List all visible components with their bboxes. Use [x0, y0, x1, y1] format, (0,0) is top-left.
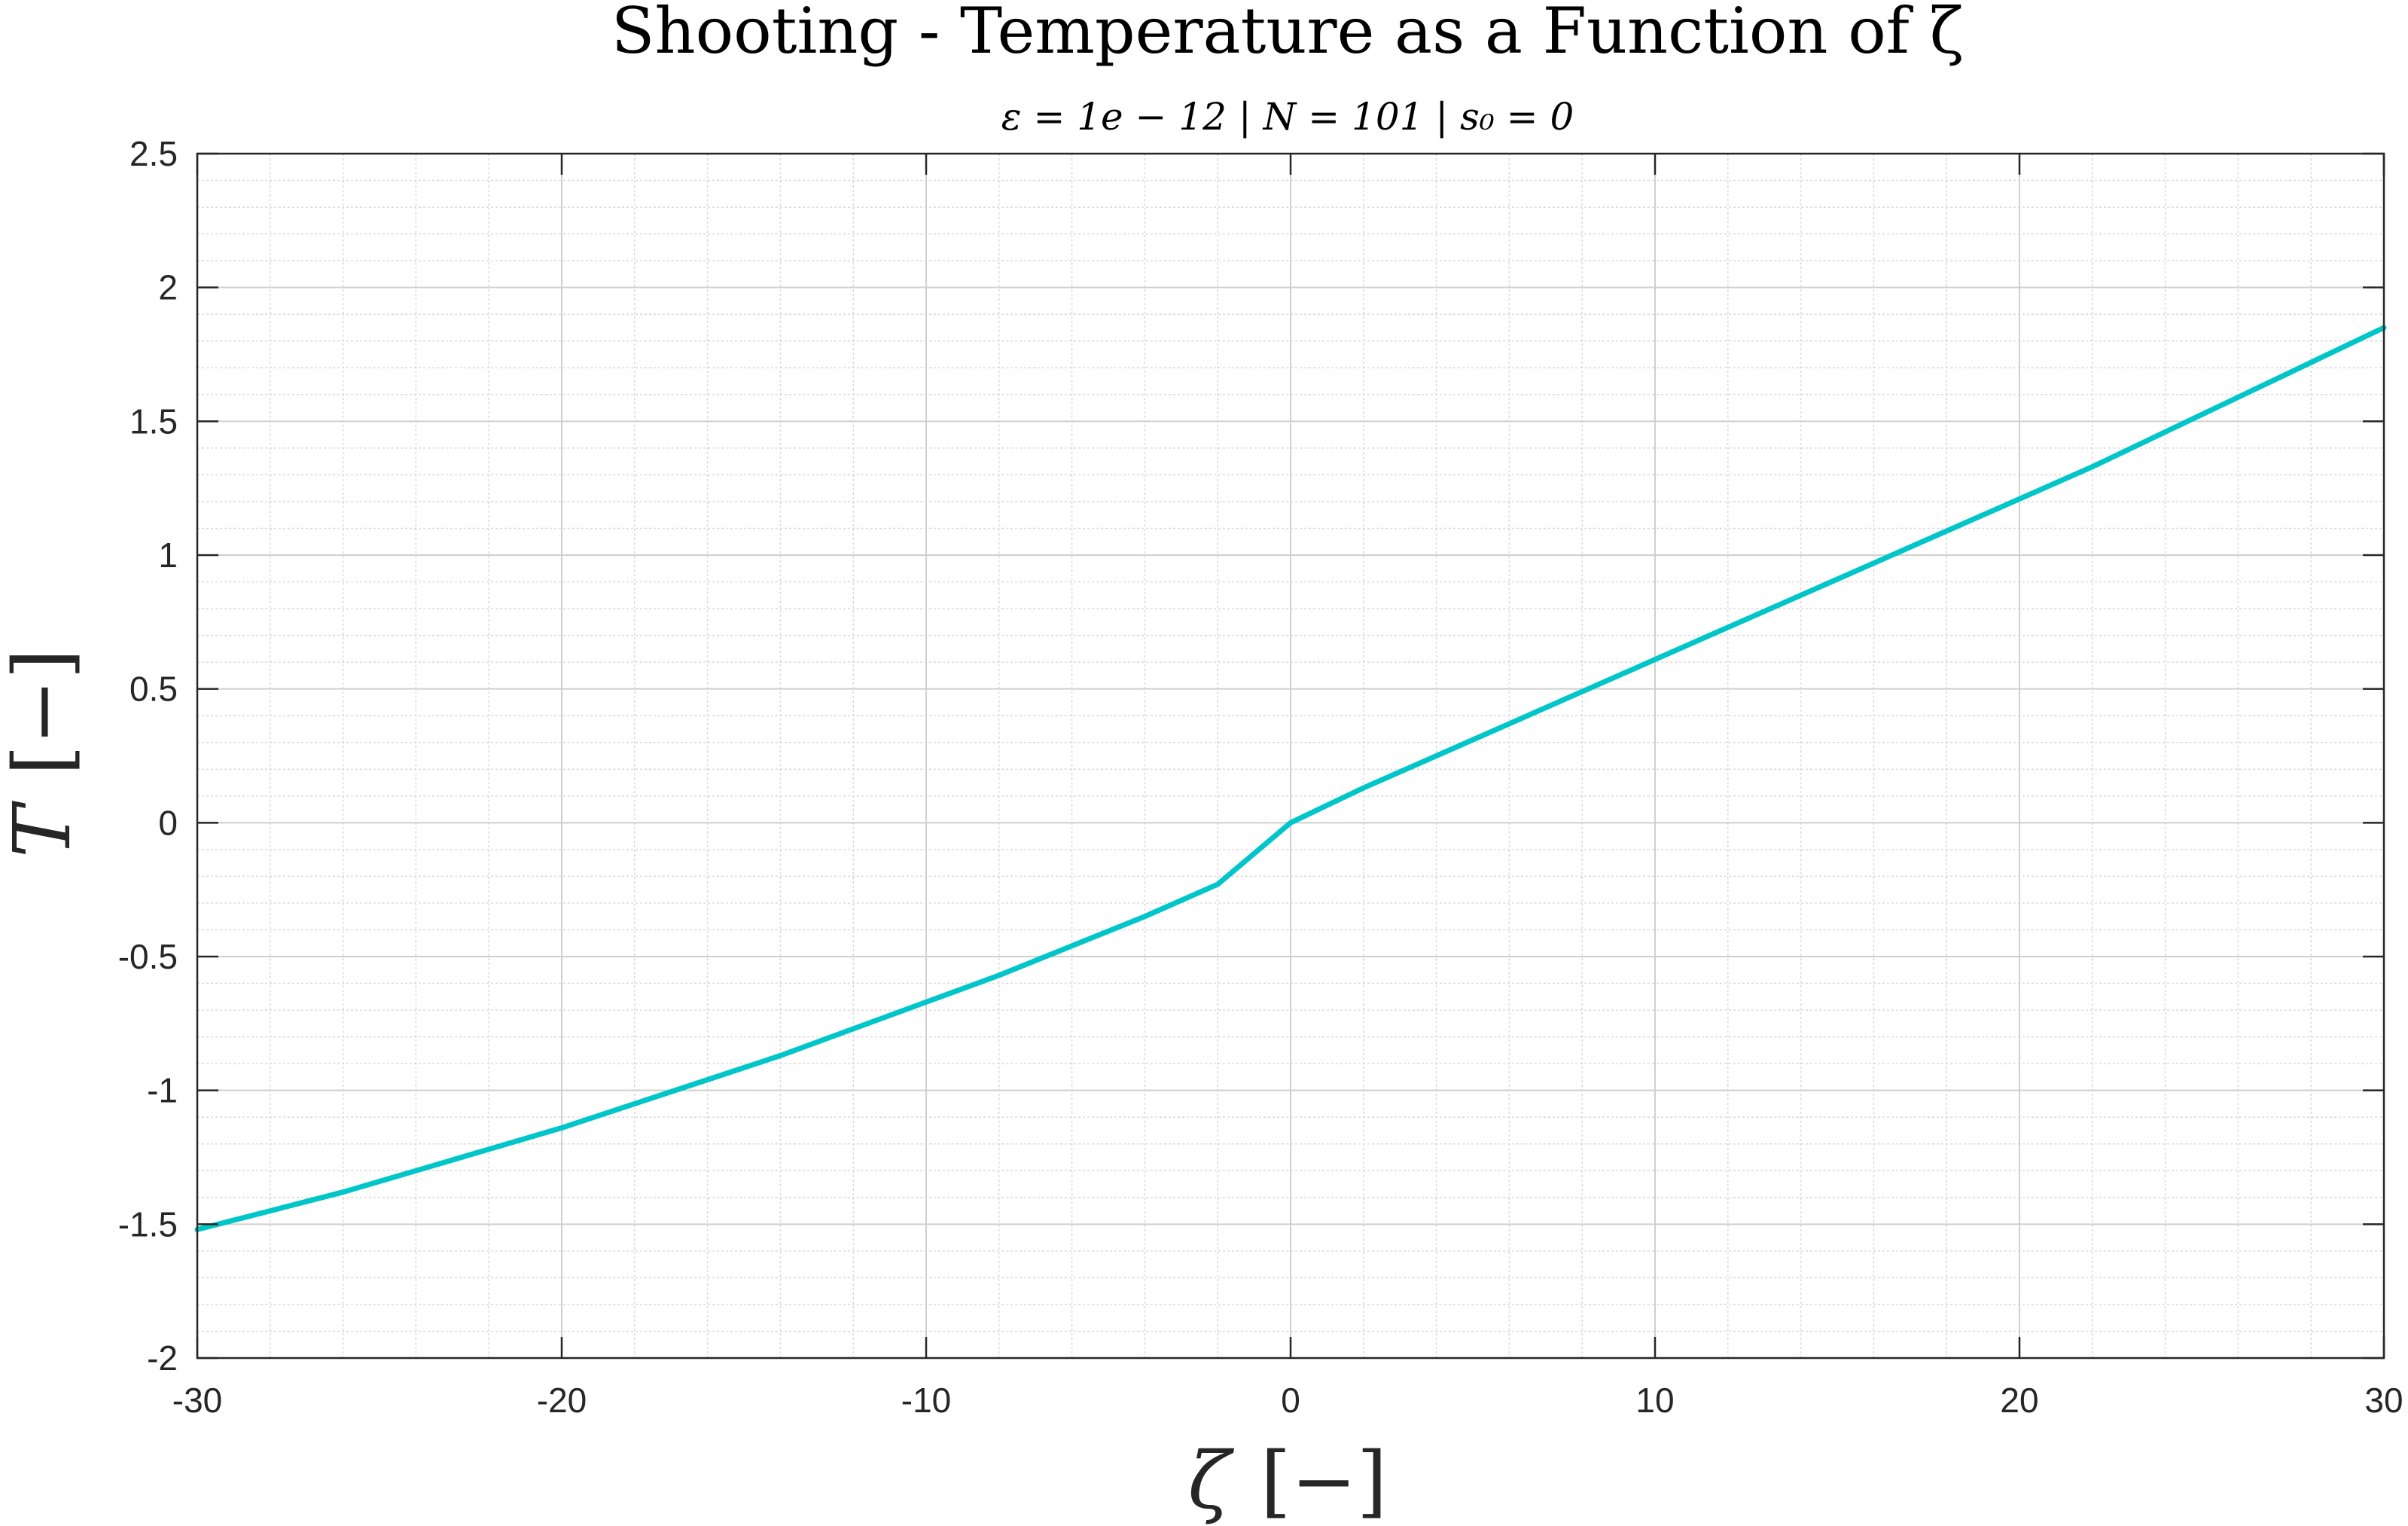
x-tick-labels: -30 -20 -10 0 10 20 30: [172, 1381, 2403, 1420]
x-axis-unit: [−]: [1260, 1435, 1387, 1526]
y-tick-label: 0.5: [130, 670, 178, 709]
y-tick-label: 1.5: [130, 401, 178, 441]
tick-marks: [196, 152, 2385, 1360]
x-tick-label: -10: [901, 1381, 951, 1420]
x-tick-label: 20: [2000, 1381, 2038, 1420]
chart-subtitle: ε = 1e − 12 | N = 101 | s₀ = 0: [1001, 95, 1574, 139]
y-axis-unit: [−]: [0, 649, 88, 775]
y-axis-label: T [−]: [0, 649, 88, 858]
y-tick-label: 2: [158, 268, 178, 307]
x-axis-symbol: ζ: [1188, 1435, 1235, 1526]
y-tick-label: -2: [147, 1338, 178, 1378]
x-tick-label: 30: [2364, 1381, 2403, 1420]
y-tick-label: -0.5: [118, 937, 178, 976]
y-tick-label: -1.5: [118, 1204, 178, 1244]
series-line: [194, 325, 2387, 1232]
x-axis-label: ζ [−]: [1188, 1435, 1388, 1526]
y-tick-labels: 2.5 2 1.5 1 0.5 0 -0.5 -1 -1.5 -2: [118, 134, 178, 1378]
y-tick-label: 0: [158, 803, 178, 842]
y-tick-label: 2.5: [130, 134, 178, 173]
x-tick-label: -20: [537, 1381, 587, 1420]
chart-title: Shooting - Temperature as a Function of …: [611, 0, 1964, 68]
y-axis-symbol: T: [0, 801, 88, 858]
x-tick-label: 0: [1281, 1381, 1300, 1420]
x-tick-label: -30: [172, 1381, 222, 1420]
y-tick-label: 1: [158, 536, 178, 575]
y-tick-label: -1: [147, 1071, 178, 1110]
series-layer: [194, 325, 2387, 1232]
x-tick-label: 10: [1635, 1381, 1674, 1420]
